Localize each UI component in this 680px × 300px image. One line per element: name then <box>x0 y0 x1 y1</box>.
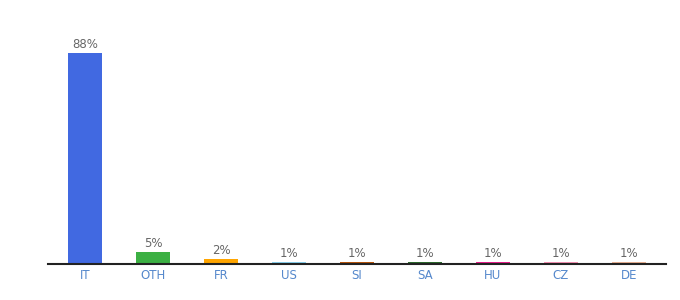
Text: 1%: 1% <box>347 247 367 260</box>
Bar <box>204 259 238 264</box>
Bar <box>408 262 442 264</box>
Bar <box>272 262 306 264</box>
Text: 1%: 1% <box>619 247 639 260</box>
Bar <box>544 262 578 264</box>
Text: 1%: 1% <box>551 247 571 260</box>
Bar <box>612 262 646 264</box>
Bar <box>68 53 102 264</box>
Text: 2%: 2% <box>211 244 231 257</box>
Bar <box>136 252 170 264</box>
Text: 1%: 1% <box>483 247 503 260</box>
Text: 1%: 1% <box>415 247 435 260</box>
Bar <box>476 262 510 264</box>
Text: 5%: 5% <box>143 237 163 250</box>
Text: 88%: 88% <box>72 38 98 51</box>
Text: 1%: 1% <box>279 247 299 260</box>
Bar <box>340 262 374 264</box>
